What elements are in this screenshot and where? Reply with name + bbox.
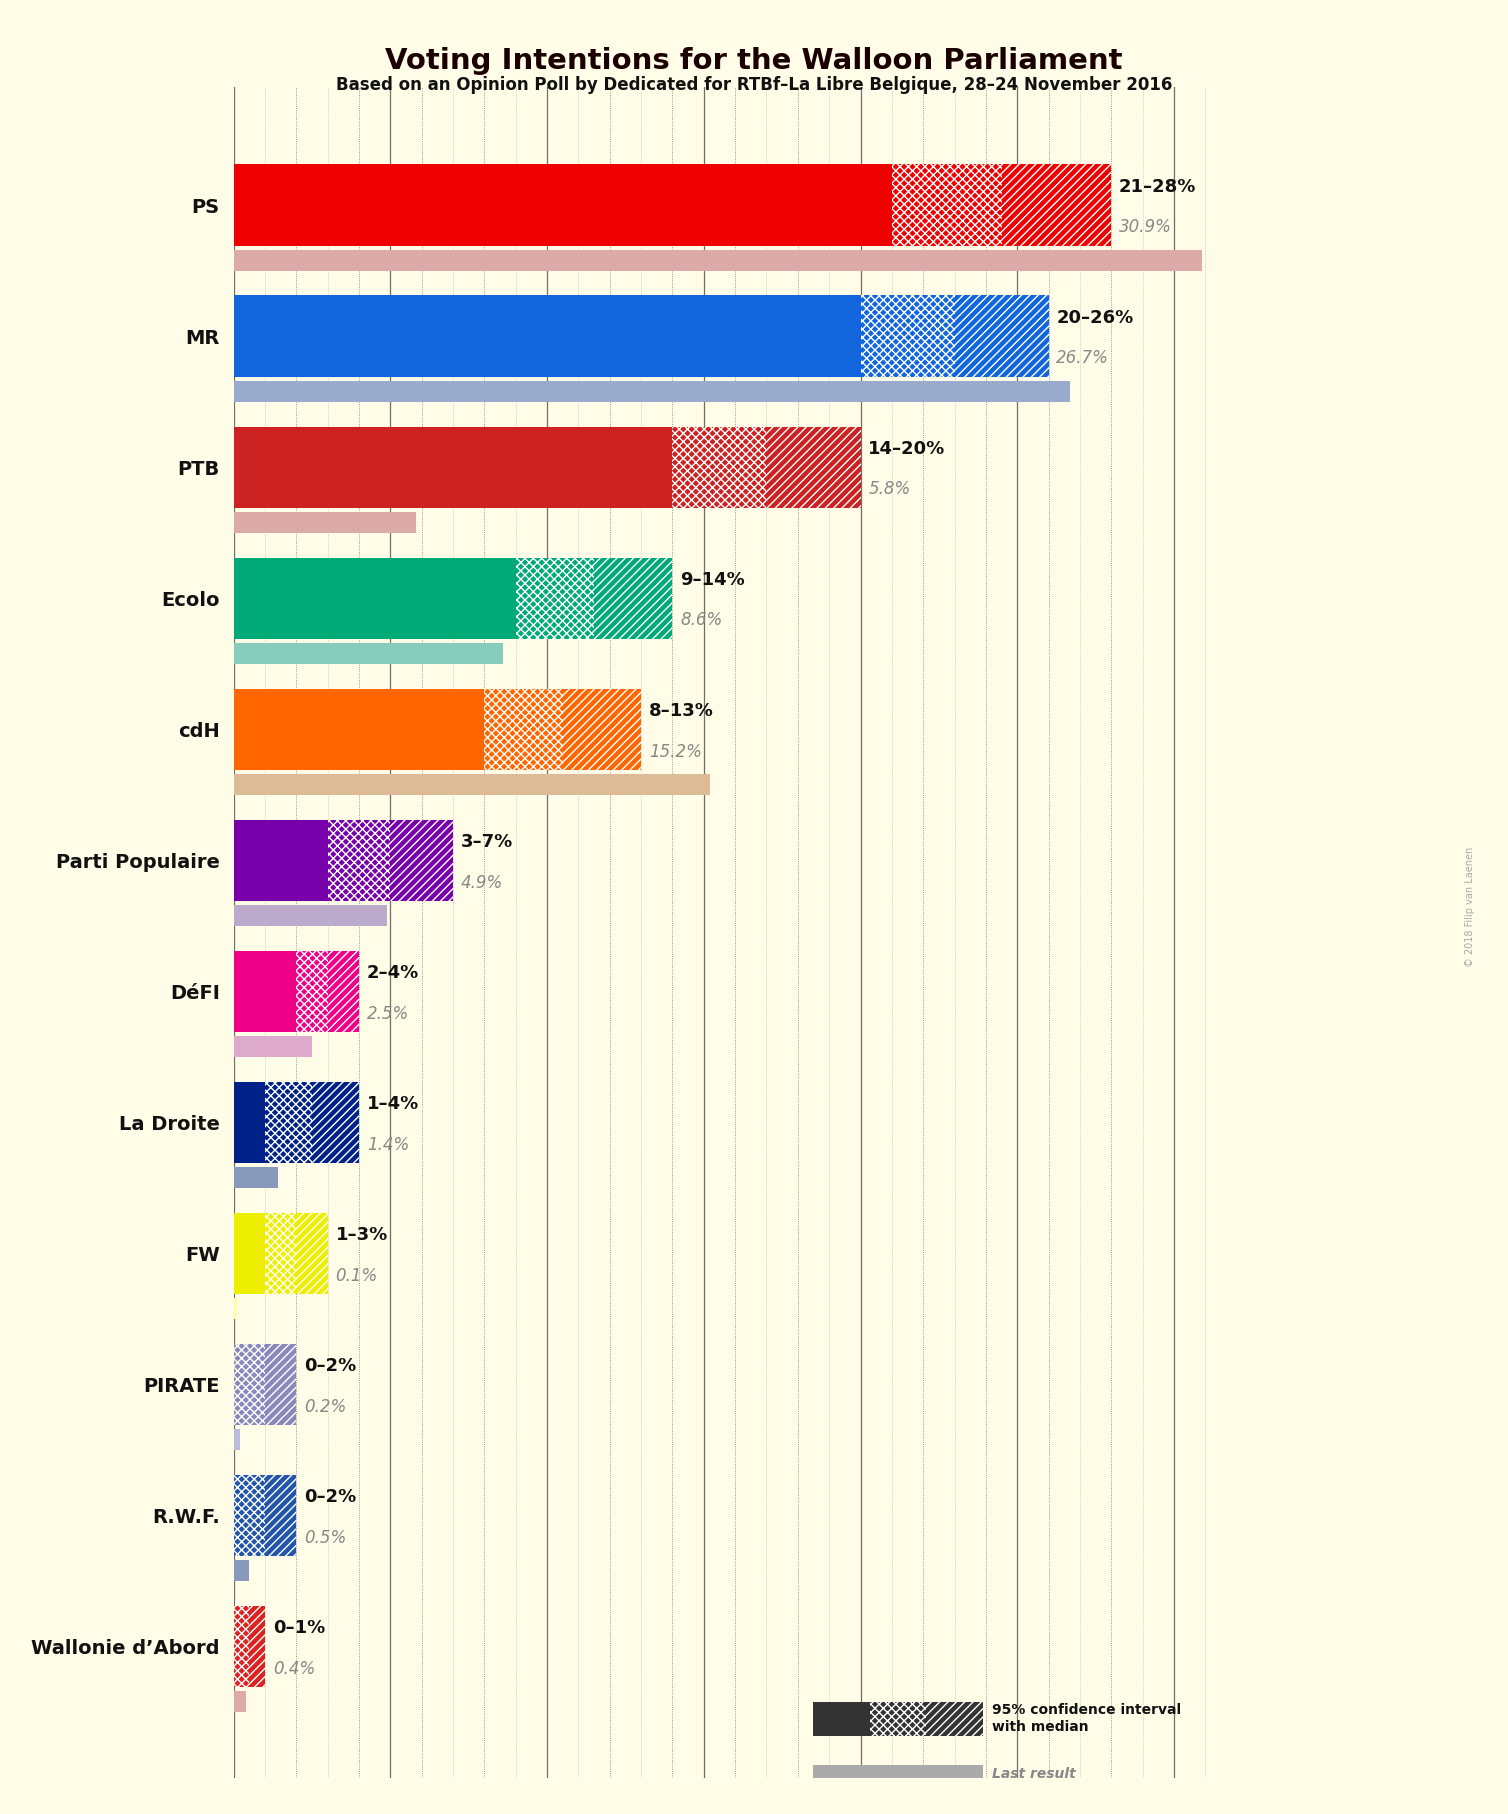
Text: 0–2%: 0–2%	[305, 1487, 356, 1506]
Bar	[265, 1344, 297, 1426]
Bar	[234, 1299, 237, 1319]
Text: 8–13%: 8–13%	[648, 702, 713, 720]
Text: 0.1%: 0.1%	[336, 1266, 379, 1284]
Text: Last result: Last result	[992, 1767, 1075, 1781]
Bar	[516, 557, 594, 639]
Bar	[234, 512, 416, 533]
Bar	[234, 951, 297, 1032]
Bar	[813, 1702, 870, 1736]
Bar	[265, 1214, 297, 1293]
Text: 1.4%: 1.4%	[366, 1136, 409, 1154]
Text: 21–28%: 21–28%	[1119, 178, 1196, 196]
Text: 0.5%: 0.5%	[305, 1529, 347, 1547]
Text: 2.5%: 2.5%	[366, 1005, 409, 1023]
Text: 5.8%: 5.8%	[869, 481, 911, 499]
Bar	[955, 296, 1048, 377]
Text: Based on an Opinion Poll by Dedicated for RTBf–La Libre Belgique, 28–24 November: Based on an Opinion Poll by Dedicated fo…	[336, 76, 1172, 94]
Bar	[234, 1214, 265, 1293]
Bar	[391, 820, 452, 902]
Bar	[234, 1560, 249, 1582]
Text: 1–4%: 1–4%	[366, 1096, 419, 1114]
Text: 15.2%: 15.2%	[648, 742, 701, 760]
Text: 0–1%: 0–1%	[273, 1620, 326, 1638]
Text: 14–20%: 14–20%	[869, 439, 946, 457]
Bar	[234, 381, 1071, 401]
Bar	[813, 1765, 983, 1783]
Bar	[234, 820, 327, 902]
Bar	[234, 296, 861, 377]
Text: 9–14%: 9–14%	[680, 571, 745, 590]
Text: 0.4%: 0.4%	[273, 1660, 315, 1678]
Bar	[234, 1036, 312, 1058]
Text: 0.2%: 0.2%	[305, 1399, 347, 1415]
Bar	[870, 1702, 926, 1736]
Bar	[312, 1081, 359, 1163]
Bar	[234, 1605, 249, 1687]
Bar	[234, 1475, 265, 1556]
Bar	[234, 165, 891, 245]
Bar	[327, 820, 391, 902]
Bar	[234, 1344, 265, 1426]
Bar	[234, 1691, 246, 1712]
Bar	[327, 951, 359, 1032]
Bar	[297, 951, 327, 1032]
Bar	[265, 1081, 312, 1163]
Text: Voting Intentions for the Walloon Parliament: Voting Intentions for the Walloon Parlia…	[385, 47, 1123, 74]
Text: 26.7%: 26.7%	[1057, 350, 1110, 368]
Bar	[234, 905, 388, 925]
Text: 0–2%: 0–2%	[305, 1357, 356, 1375]
Bar	[891, 165, 1001, 245]
Text: 20–26%: 20–26%	[1057, 308, 1134, 327]
Bar	[673, 426, 766, 508]
Bar	[594, 557, 673, 639]
Text: 95% confidence interval
with median: 95% confidence interval with median	[992, 1703, 1181, 1734]
Text: © 2018 Filip van Laenen: © 2018 Filip van Laenen	[1466, 847, 1475, 967]
Bar	[926, 1702, 983, 1736]
Bar	[234, 1166, 277, 1188]
Bar	[234, 642, 504, 664]
Bar	[249, 1605, 265, 1687]
Bar	[562, 689, 641, 769]
Bar	[861, 296, 955, 377]
Bar	[297, 1214, 327, 1293]
Bar	[234, 250, 1202, 270]
Bar	[234, 426, 673, 508]
Bar	[234, 1081, 265, 1163]
Text: 3–7%: 3–7%	[461, 833, 513, 851]
Bar	[265, 1475, 297, 1556]
Text: 30.9%: 30.9%	[1119, 218, 1172, 236]
Text: 2–4%: 2–4%	[366, 963, 419, 981]
Bar	[484, 689, 562, 769]
Bar	[1001, 165, 1111, 245]
Bar	[234, 689, 484, 769]
Bar	[234, 557, 516, 639]
Text: 1–3%: 1–3%	[336, 1226, 388, 1244]
Bar	[234, 1429, 240, 1449]
Bar	[234, 775, 710, 795]
Bar	[766, 426, 861, 508]
Text: 4.9%: 4.9%	[461, 874, 504, 892]
Text: 8.6%: 8.6%	[680, 611, 722, 629]
